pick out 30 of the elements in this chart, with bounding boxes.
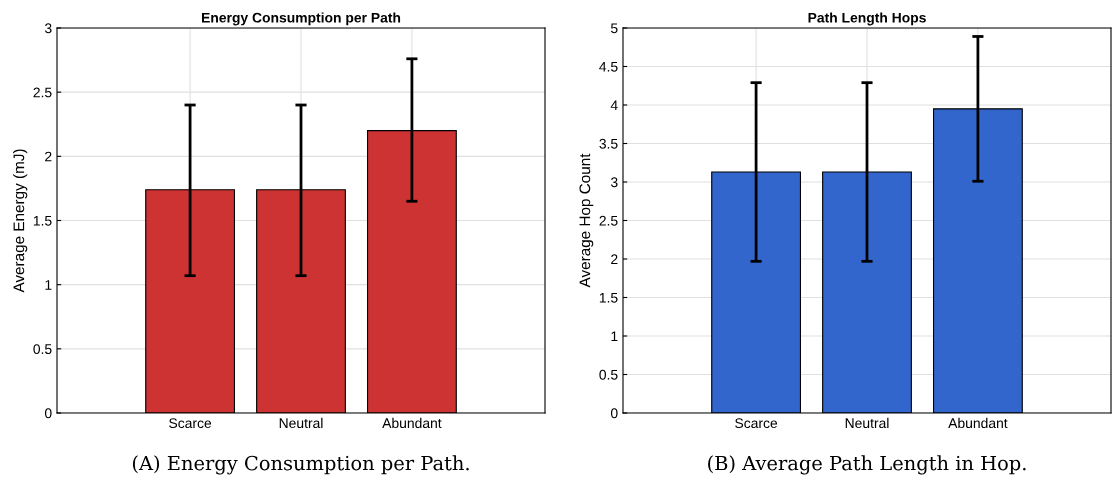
x-tick-label: Scarce [735,418,778,429]
y-tick-label: 0.5 [599,369,618,380]
chart-title: Path Length Hops [808,12,926,26]
text: (B) Average Path Length in Hop. [708,455,1026,475]
y-tick-label: 1 [45,280,52,290]
x-tick-label: Neutral [279,417,323,429]
y-tick-label: 4 [610,100,618,111]
chart-title: Energy Consumption per Path [202,12,401,26]
y-tick-label: 3.5 [599,138,618,149]
y-axis-title: Average Energy (mJ) [13,149,28,293]
y-tick-label: 5 [610,23,618,34]
y-tick-label: 2.5 [599,215,618,226]
x-tick-label: Abundant [382,417,442,429]
x-tick-label: Abundant [948,417,1008,429]
y-tick-label: 2 [611,254,618,265]
x-tick-label: Scarce [169,418,212,429]
text: (A) Energy Consumption per Path. [132,455,469,475]
y-tick-label: 2 [45,151,52,162]
y-tick-label: 1.5 [33,215,52,226]
x-tick-label: Neutral [845,417,889,429]
y-tick-label: 3 [610,177,618,188]
y-tick-label: 0.5 [33,344,52,354]
y-tick-label: 2.5 [33,87,52,98]
y-axis-title: Average Hop Count [579,153,594,288]
y-tick-label: 0 [610,408,618,419]
y-tick-label: 0 [44,408,52,419]
y-tick-label: 3 [44,23,52,34]
y-tick-label: 1.5 [599,292,618,303]
y-tick-label: 4.5 [599,61,618,72]
y-tick-label: 1 [611,331,618,342]
